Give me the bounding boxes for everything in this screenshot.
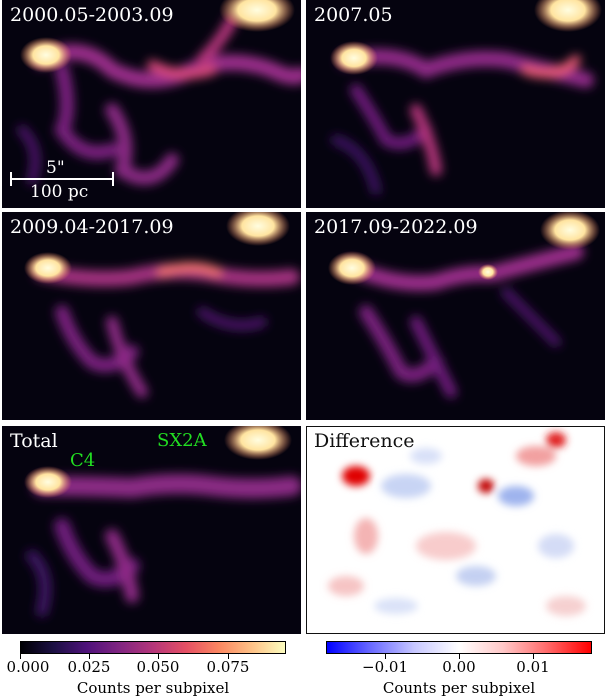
panel-difference: Difference — [306, 426, 605, 634]
colorbar-tick — [533, 654, 534, 659]
colorbar-label: Counts per subpixel — [382, 679, 536, 697]
panel-label: Difference — [314, 430, 415, 452]
scale-angular-label: 5" — [46, 158, 65, 178]
emission-map — [2, 426, 301, 634]
colorbar-tick-label: 0.01 — [516, 658, 550, 676]
colorbar-tick-label: 0.025 — [67, 658, 111, 676]
colorbar-tick — [385, 654, 386, 659]
scale-physical-label: 100 pc — [30, 182, 89, 202]
panel-label: 2017.09-2022.09 — [314, 216, 478, 238]
colorbar-tick-label: −0.01 — [362, 658, 408, 676]
colorbar-tick-label: 0.075 — [206, 658, 250, 676]
panel-total: Total C4 SX2A — [2, 426, 301, 634]
colorbar-tick — [158, 654, 159, 659]
difference-frame — [306, 426, 605, 634]
panel-2000-2003: 2000.05-2003.09 5" 100 pc — [2, 0, 301, 208]
colorbar-label: Counts per subpixel — [76, 679, 230, 697]
source-label-c4: C4 — [70, 450, 96, 471]
panel-label: 2009.04-2017.09 — [10, 216, 174, 238]
colorbar-tick — [228, 654, 229, 659]
colorbar-tick-label: 0.050 — [136, 658, 180, 676]
emission-map — [2, 212, 301, 420]
panel-2007: 2007.05 — [306, 0, 605, 208]
emission-map — [306, 212, 605, 420]
difference-map — [306, 426, 605, 634]
emission-map — [306, 0, 605, 208]
source-label-sx2a: SX2A — [157, 430, 207, 451]
colorbar-tick-label: 0.000 — [6, 658, 50, 676]
panel-2009-2017: 2009.04-2017.09 — [2, 212, 301, 420]
colorbar-tick — [459, 654, 460, 659]
colorbar-tick — [20, 654, 21, 659]
colorbar-counts — [20, 641, 286, 654]
panel-label: 2007.05 — [314, 4, 393, 26]
colorbar-difference — [326, 641, 592, 654]
colorbar-tick-label: 0.00 — [442, 658, 476, 676]
panel-2017-2022: 2017.09-2022.09 — [306, 212, 605, 420]
emission-map — [2, 0, 301, 208]
scale-bar: 5" 100 pc — [8, 158, 118, 202]
colorbar-tick — [89, 654, 90, 659]
panel-label: Total — [10, 430, 58, 452]
panel-label: 2000.05-2003.09 — [10, 4, 174, 26]
